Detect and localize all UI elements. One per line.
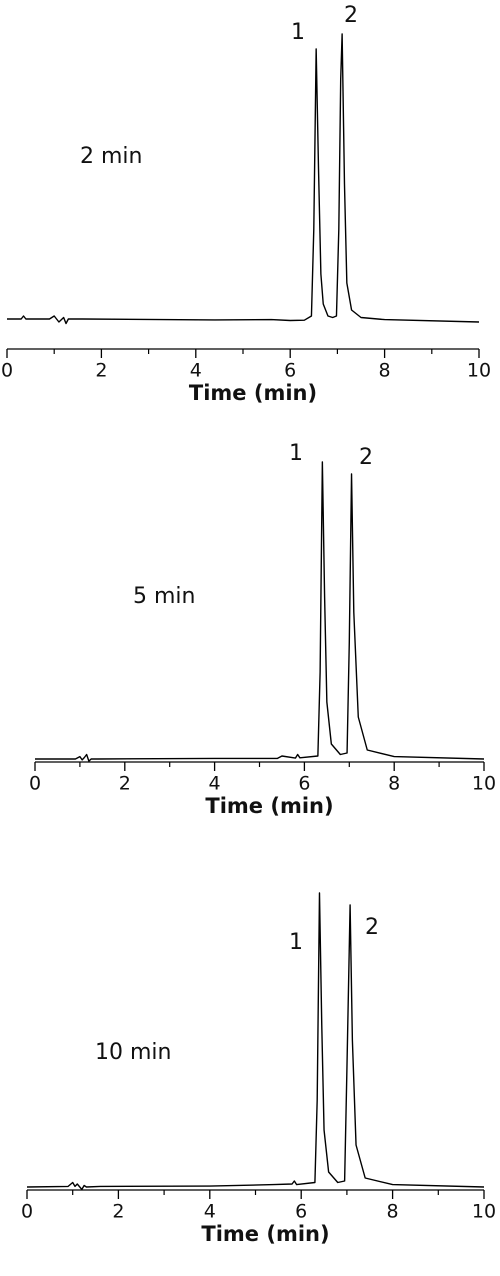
peak-label: 2 — [365, 915, 379, 940]
peak-label: 1 — [289, 930, 303, 955]
x-tick-label: 10 — [472, 1201, 496, 1223]
chromatogram-trace — [7, 33, 480, 325]
x-tick-label: 0 — [21, 1201, 33, 1223]
chromatogram-trace — [26, 892, 485, 1191]
peak-label: 2 — [359, 445, 373, 470]
x-tick-label: 8 — [388, 773, 400, 795]
condition-label: 5 min — [133, 584, 195, 609]
peak-label: 1 — [289, 441, 303, 466]
condition-label: 10 min — [95, 1040, 171, 1065]
x-tick-label: 6 — [295, 1201, 307, 1223]
x-tick-label: 4 — [209, 773, 221, 795]
x-axis-label: Time (min) — [205, 794, 333, 818]
x-tick-label: 2 — [119, 773, 131, 795]
x-tick-label: 4 — [204, 1201, 216, 1223]
x-axis-label: Time (min) — [201, 1222, 329, 1246]
x-tick-label: 10 — [467, 360, 491, 382]
x-tick-label: 0 — [29, 773, 41, 795]
x-tick-label: 6 — [298, 773, 310, 795]
x-tick-label: 8 — [379, 360, 391, 382]
x-tick-label: 6 — [284, 360, 296, 382]
x-tick-label: 2 — [112, 1201, 124, 1223]
x-tick-label: 8 — [387, 1201, 399, 1223]
condition-label: 2 min — [80, 144, 142, 169]
chromatogram-trace — [35, 461, 485, 762]
x-tick-label: 10 — [472, 773, 496, 795]
x-tick-label: 0 — [1, 360, 13, 382]
x-tick-label: 2 — [95, 360, 107, 382]
peak-label: 2 — [344, 3, 358, 28]
x-axis-label: Time (min) — [189, 381, 317, 405]
peak-label: 1 — [291, 20, 305, 45]
x-tick-label: 4 — [190, 360, 202, 382]
